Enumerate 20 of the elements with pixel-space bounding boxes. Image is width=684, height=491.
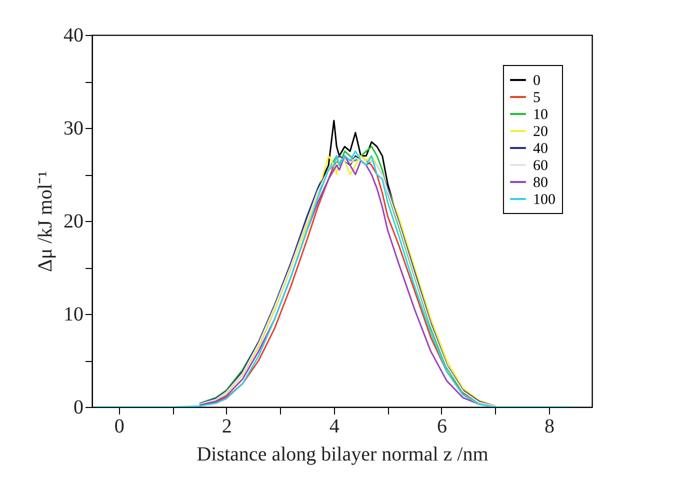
legend-label: 10 (533, 107, 548, 123)
y-tick-label: 20 (64, 210, 84, 232)
y-tick-label: 10 (64, 304, 84, 326)
y-axis-title: Δμ /kJ mol⁻¹ (34, 170, 56, 272)
legend-label: 5 (533, 90, 540, 106)
x-tick-label: 4 (329, 416, 340, 438)
x-tick-label: 6 (436, 416, 447, 438)
x-tick-label: 2 (222, 416, 232, 438)
x-tick-label: 8 (544, 416, 554, 438)
y-tick-label: 0 (74, 396, 84, 418)
legend-label: 40 (533, 141, 548, 157)
x-axis-title: Distance along bilayer normal z /nm (196, 444, 489, 466)
y-tick-label: 30 (64, 118, 84, 140)
legend-label: 80 (533, 175, 548, 191)
legend-label: 100 (533, 192, 556, 208)
legend-label: 60 (533, 158, 548, 174)
x-tick-label: 0 (114, 416, 124, 438)
y-tick-label: 40 (64, 24, 84, 46)
legend-label: 20 (533, 124, 548, 140)
legend-label: 0 (533, 73, 540, 89)
